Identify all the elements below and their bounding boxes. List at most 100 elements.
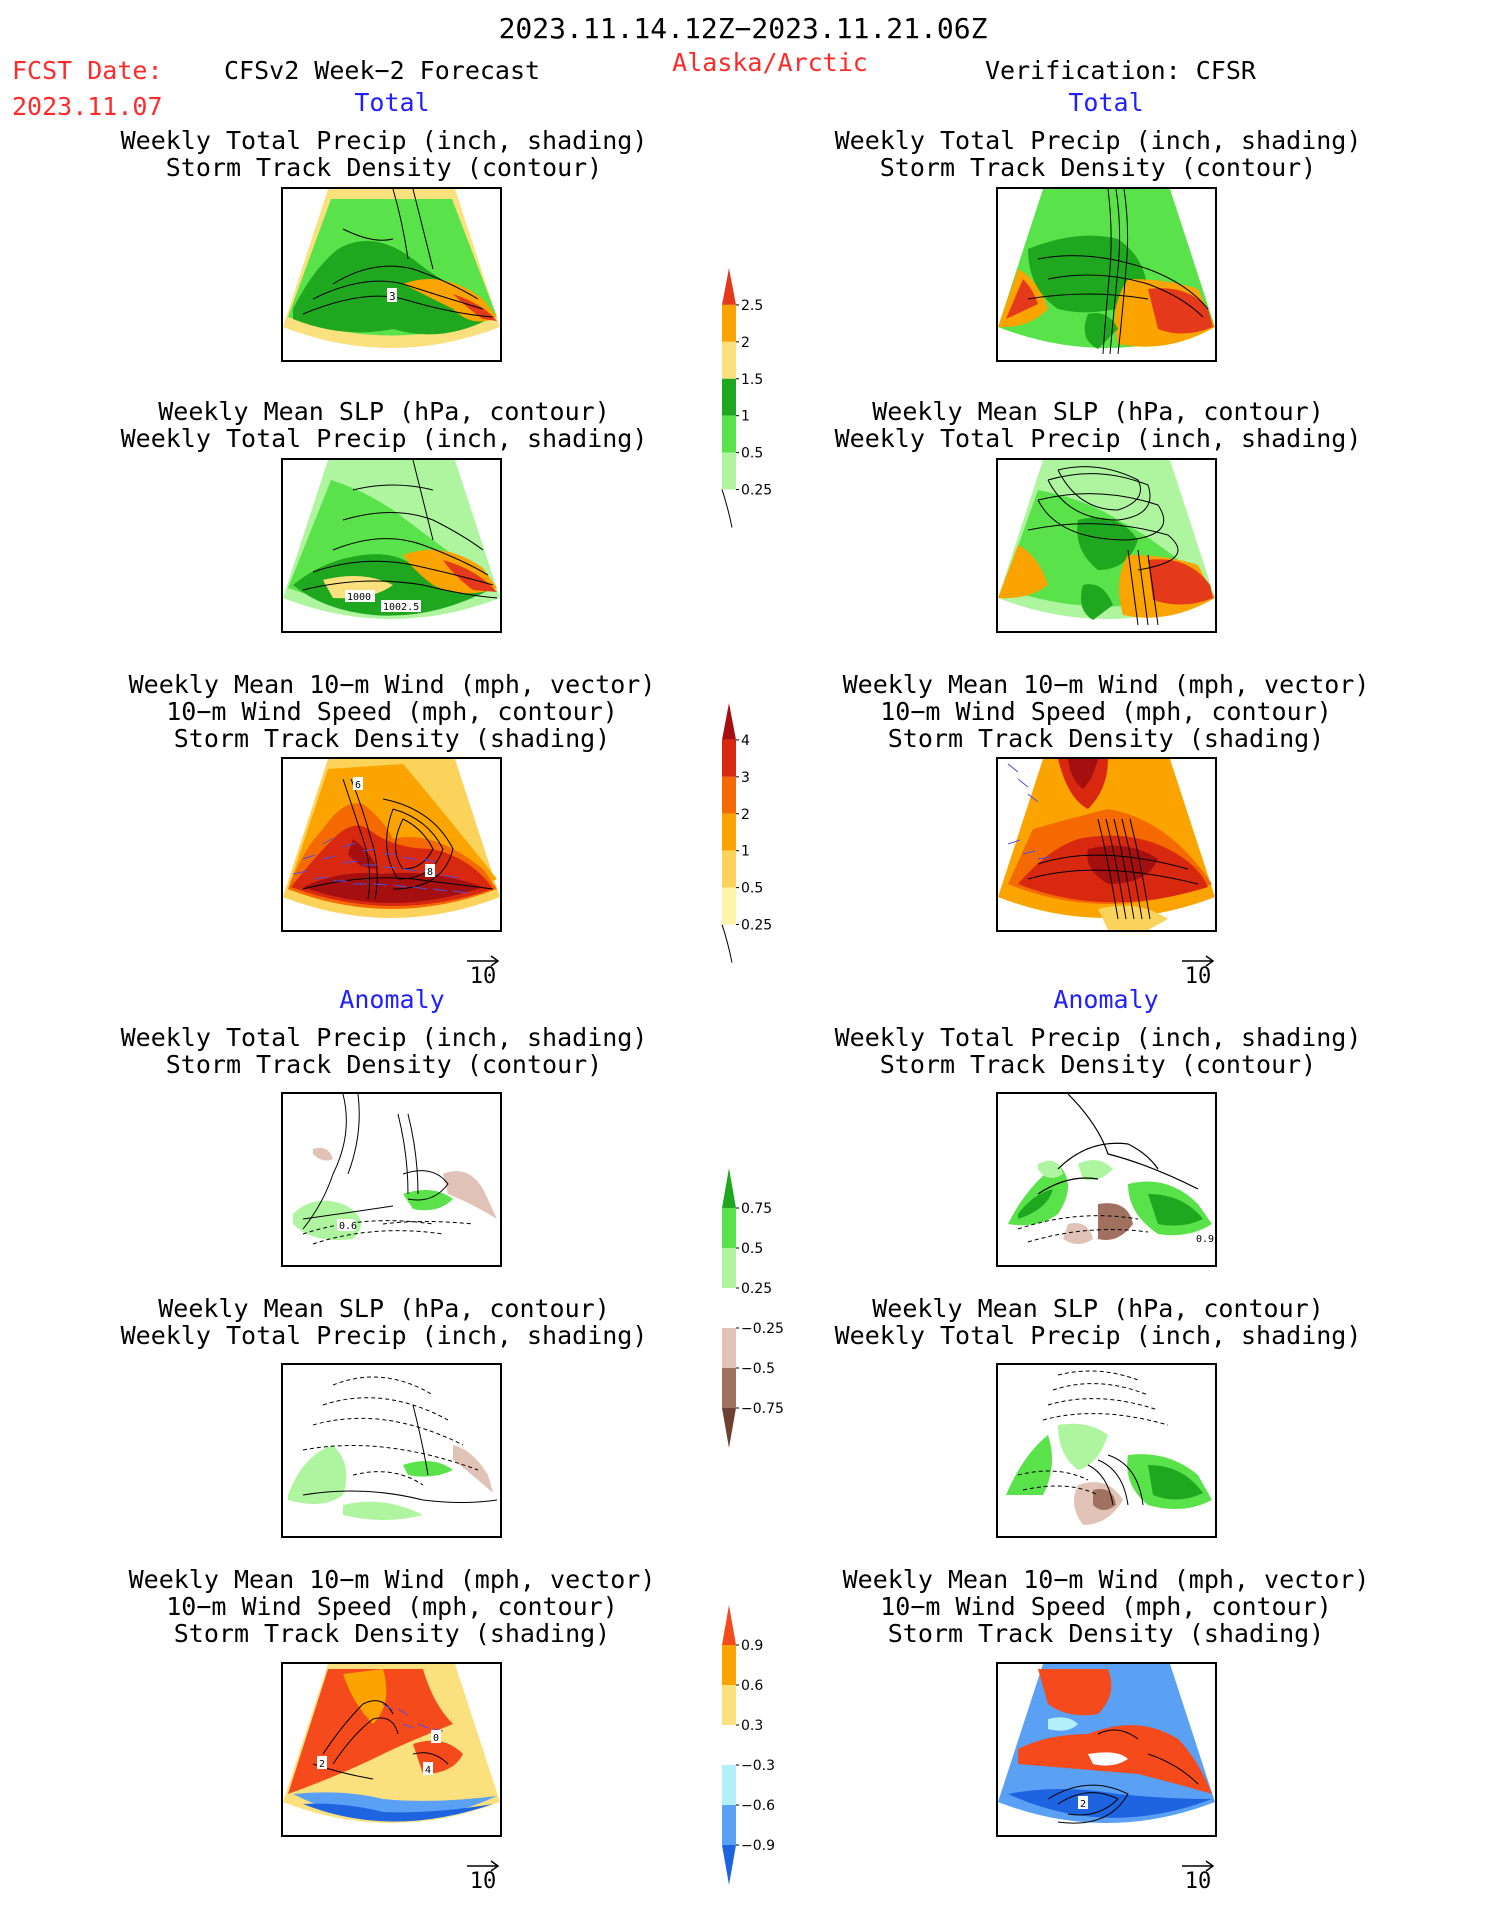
colorbar-tail xyxy=(721,924,733,963)
contour-label: 2 xyxy=(319,1759,325,1770)
map-ver-anom-precip: 0.9 xyxy=(996,1092,1217,1267)
vector-ref-fc-total: 10 xyxy=(463,955,503,988)
forecast-period: 2023.11.14.12Z−2023.11.21.06Z xyxy=(498,12,988,45)
contour-label: 0.6 xyxy=(339,1221,357,1232)
colorbar-tick-label: 0.75 xyxy=(741,1201,772,1217)
colorbar-cap-bottom xyxy=(722,1408,736,1448)
map-ver-total-precip xyxy=(996,187,1217,362)
colorbar-swatch xyxy=(722,1368,736,1408)
contour-label: 0 xyxy=(433,1733,439,1744)
colorbar-swatch xyxy=(722,813,736,851)
contour-label: 1002.5 xyxy=(383,602,419,613)
colorbar-cap-top xyxy=(722,268,736,305)
colorbar-swatch xyxy=(722,1805,736,1845)
colorbar-cap-top xyxy=(722,703,736,740)
colorbar-tick-label: 2.5 xyxy=(741,298,763,314)
contour-label: 1000 xyxy=(347,592,371,603)
colorbar-cap-top xyxy=(722,1168,736,1208)
colorbar-precip-anomaly: −0.75 −0.5 −0.25 0.25 0.5 0.75 xyxy=(718,1168,798,1458)
colorbar-tick-label: 0.3 xyxy=(741,1718,763,1734)
colorbar-swatch xyxy=(722,739,736,777)
caption-fc-anom-wind: Weekly Mean 10−m Wind (mph, vector) 10−m … xyxy=(128,1565,656,1648)
colorbar-tick-label: −0.25 xyxy=(741,1321,784,1337)
colorbar-tick-label: 0.5 xyxy=(741,881,763,897)
colorbar-tick-label: 2 xyxy=(741,335,750,351)
colorbar-swatch xyxy=(722,1208,736,1248)
contour-label: 6 xyxy=(355,780,361,791)
fcst-date-label: FCST Date: xyxy=(12,56,163,85)
colorbar-tick-label: 0.9 xyxy=(741,1638,763,1654)
fcst-date-value: 2023.11.07 xyxy=(12,92,163,121)
colorbar-tick-label: 3 xyxy=(741,770,750,786)
colorbar-cap-top xyxy=(722,1605,736,1645)
section-total-left: Total xyxy=(354,88,430,117)
caption-fc-anom-precip: Weekly Total Precip (inch, shading) Storm… xyxy=(120,1023,648,1079)
map-fc-anom-precip: 0.6 xyxy=(281,1092,502,1267)
section-anomaly-right: Anomaly xyxy=(1053,985,1159,1014)
colorbar-tail xyxy=(721,489,733,528)
vector-ref-ver-total: 10 xyxy=(1178,955,1218,988)
map-fc-total-precip: 3 xyxy=(281,187,502,362)
verification-label: Verification: CFSR xyxy=(985,56,1256,85)
caption-ver-anom-precip: Weekly Total Precip (inch, shading) Storm… xyxy=(834,1023,1362,1079)
map-ver-total-wind xyxy=(996,757,1217,932)
colorbar-swatch xyxy=(722,1248,736,1288)
forecast-title: CFSv2 Week−2 Forecast xyxy=(224,56,541,85)
map-ver-anom-slp xyxy=(996,1363,1217,1538)
colorbar-tick-label: 0.25 xyxy=(741,483,772,499)
colorbar-tick-label: −0.75 xyxy=(741,1401,784,1417)
colorbar-tick-label: 1 xyxy=(741,844,750,860)
colorbar-swatch xyxy=(722,1685,736,1725)
colorbar-swatch xyxy=(722,887,736,925)
colorbar-precip-total: 0.25 0.5 1 1.5 2 2.5 xyxy=(718,268,798,558)
colorbar-tick-label: −0.6 xyxy=(741,1798,775,1814)
colorbar-tick-label: −0.3 xyxy=(741,1758,775,1774)
colorbar-swatch xyxy=(722,378,736,416)
colorbar-tick-label: 1 xyxy=(741,409,750,425)
contour-label: 2 xyxy=(1080,1799,1086,1810)
colorbar-storm-anomaly: −0.9 −0.6 −0.3 0.3 0.6 0.9 xyxy=(718,1605,798,1895)
caption-fc-anom-slp: Weekly Mean SLP (hPa, contour) Weekly Tot… xyxy=(120,1294,648,1350)
caption-ver-total-slp: Weekly Mean SLP (hPa, contour) Weekly Tot… xyxy=(834,397,1362,453)
contour-label: 0.9 xyxy=(1196,1234,1214,1245)
colorbar-swatch xyxy=(722,1328,736,1368)
colorbar-swatch xyxy=(722,415,736,453)
caption-fc-total-wind: Weekly Mean 10−m Wind (mph, vector) 10−m … xyxy=(128,670,656,753)
colorbar-tick-label: −0.5 xyxy=(741,1361,775,1377)
contour-label: 8 xyxy=(427,867,433,878)
section-anomaly-left: Anomaly xyxy=(339,985,445,1014)
colorbar-swatch xyxy=(722,776,736,814)
colorbar-tick-label: 0.5 xyxy=(741,1241,763,1257)
colorbar-storm-total: 0.25 0.5 1 2 3 4 xyxy=(718,703,798,993)
caption-fc-total-slp: Weekly Mean SLP (hPa, contour) Weekly Tot… xyxy=(120,397,648,453)
colorbar-swatch xyxy=(722,1645,736,1685)
colorbar-tick-label: 0.25 xyxy=(741,918,772,934)
colorbar-swatch xyxy=(722,452,736,490)
colorbar-cap-bottom xyxy=(722,1845,736,1885)
map-fc-anom-slp xyxy=(281,1363,502,1538)
caption-ver-total-wind: Weekly Mean 10−m Wind (mph, vector) 10−m … xyxy=(842,670,1370,753)
colorbar-tick-label: 0.6 xyxy=(741,1678,763,1694)
colorbar-swatch xyxy=(722,1765,736,1805)
colorbar-swatch xyxy=(722,1288,736,1328)
caption-ver-total-precip: Weekly Total Precip (inch, shading) Storm… xyxy=(834,126,1362,182)
map-ver-total-slp xyxy=(996,458,1217,633)
colorbar-tick-label: 2 xyxy=(741,807,750,823)
colorbar-tick-label: 0.5 xyxy=(741,446,763,462)
contour-label: 3 xyxy=(389,290,396,303)
caption-ver-anom-slp: Weekly Mean SLP (hPa, contour) Weekly Tot… xyxy=(834,1294,1362,1350)
map-fc-total-slp: 1000 1002.5 xyxy=(281,458,502,633)
section-total-right: Total xyxy=(1068,88,1144,117)
map-ver-anom-wind: 2 xyxy=(996,1662,1217,1837)
region-label: Alaska/Arctic xyxy=(672,48,868,77)
caption-ver-anom-wind: Weekly Mean 10−m Wind (mph, vector) 10−m … xyxy=(842,1565,1370,1648)
vector-ref-ver-anom: 10 xyxy=(1178,1860,1218,1893)
vector-ref-fc-anom: 10 xyxy=(463,1860,503,1893)
colorbar-tick-label: 0.25 xyxy=(741,1281,772,1297)
contour-label: 4 xyxy=(425,1765,431,1776)
colorbar-swatch xyxy=(722,341,736,379)
colorbar-swatch xyxy=(722,850,736,888)
colorbar-tick-label: −0.9 xyxy=(741,1838,775,1854)
colorbar-swatch xyxy=(722,304,736,342)
map-fc-total-wind: 6 8 xyxy=(281,757,502,932)
